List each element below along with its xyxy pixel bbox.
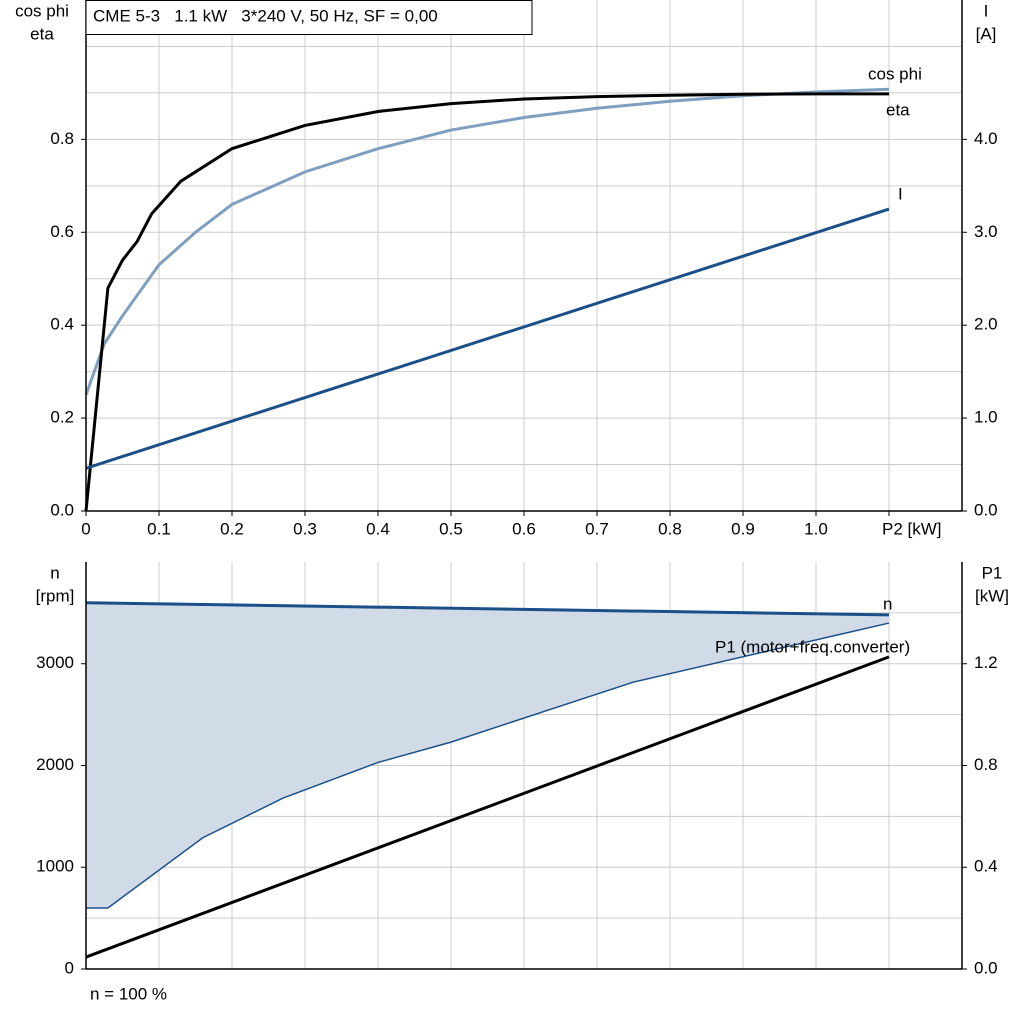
x-tick-label: 0.7: [585, 519, 609, 538]
y2-tick-label: 4.0: [974, 129, 998, 148]
y-axis-label: cos phi: [15, 1, 69, 20]
series-line: [85, 601, 890, 617]
y-tick-label: 1000: [36, 857, 74, 876]
y-tick-label: 2000: [36, 755, 74, 774]
series-line: [85, 655, 890, 959]
y-axis-label: [rpm]: [36, 586, 75, 605]
x-tick-label: 0.6: [512, 519, 536, 538]
y2-tick-label: 0.8: [974, 755, 998, 774]
x-tick-label: 0.8: [658, 519, 682, 538]
x-tick-label: 0: [81, 519, 90, 538]
series-line: [84, 87, 890, 396]
y-tick-label: 0.6: [50, 222, 74, 241]
x-tick-label: 0.1: [147, 519, 171, 538]
y-tick-label: 0.2: [50, 408, 74, 427]
x-tick-label: 1.0: [804, 519, 828, 538]
note: n = 100 %: [90, 984, 167, 1003]
y-tick-label: 0.4: [50, 315, 74, 334]
y2-tick-label: 1.2: [974, 653, 998, 672]
chart-title: CME 5-3 1.1 kW 3*240 V, 50 Hz, SF = 0,00: [93, 6, 438, 25]
area-fill: [86, 602, 889, 908]
y-axis-label: eta: [30, 24, 54, 43]
series-label: P1 (motor+freq.converter): [715, 637, 910, 656]
x-tick-label: 0.4: [366, 519, 390, 538]
y2-tick-label: 0.0: [974, 958, 998, 977]
y-tick-label: 3000: [36, 653, 74, 672]
y2-tick-label: 0.0: [974, 500, 998, 519]
y-tick-label: 0.0: [50, 500, 74, 519]
title-box: [85, 0, 533, 35]
y2-tick-label: 1.0: [974, 408, 998, 427]
x-tick-label: 0.3: [293, 519, 317, 538]
x-tick-label: 0.2: [220, 519, 244, 538]
y2-axis-label: P1: [982, 563, 1003, 582]
series-label: I: [898, 184, 903, 203]
x-tick-label: P2 [kW]: [882, 519, 942, 538]
series-line: [86, 622, 890, 909]
y2-axis-label: [kW]: [975, 586, 1009, 605]
y-tick-label: 0.8: [50, 129, 74, 148]
series-label: n: [883, 594, 892, 613]
series-line: [84, 92, 889, 512]
y2-tick-label: 3.0: [974, 222, 998, 241]
y2-tick-label: 0.4: [974, 857, 998, 876]
y-tick-label: 0: [65, 958, 74, 977]
x-tick-label: 0.9: [731, 519, 755, 538]
y-axis-label: n: [50, 563, 59, 582]
y2-axis-label: I: [984, 1, 989, 20]
x-tick-label: 0.5: [439, 519, 463, 538]
y2-axis-label: [A]: [976, 24, 997, 43]
series-label: cos phi: [868, 64, 922, 83]
y2-tick-label: 2.0: [974, 315, 998, 334]
series-label: eta: [886, 100, 910, 119]
series-line: [85, 207, 890, 470]
